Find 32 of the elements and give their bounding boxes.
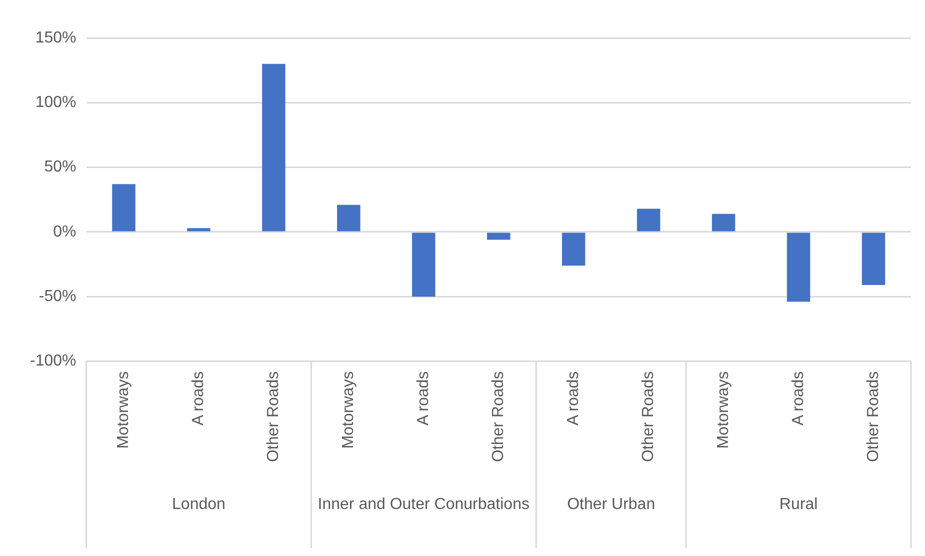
bar xyxy=(262,64,286,232)
x-tick-label: Other Roads xyxy=(864,371,882,462)
x-tick-label: A roads xyxy=(565,371,582,426)
bar xyxy=(636,208,660,232)
bar xyxy=(412,232,436,297)
y-tick-label: 100% xyxy=(35,94,76,112)
text: Other Urban xyxy=(566,495,656,516)
bar xyxy=(187,228,210,232)
x-tick-label: Motorways xyxy=(340,371,358,449)
bar xyxy=(786,232,810,302)
x-tick-label: A roads xyxy=(790,371,807,426)
x-tick-label: A roads xyxy=(415,371,432,426)
x-tick-label: Motorways xyxy=(115,371,132,449)
text: Inner and Outer Conurbations xyxy=(316,495,530,516)
text: Rural xyxy=(778,495,819,516)
y-tick-label: 50% xyxy=(44,158,76,176)
x-tick-label: Other Roads xyxy=(640,371,657,462)
bar xyxy=(712,214,736,232)
y-tick-label: 0% xyxy=(53,223,76,240)
bar xyxy=(487,232,510,240)
bar xyxy=(337,204,360,232)
x-tick-label: Other Roads xyxy=(265,371,282,462)
bar xyxy=(862,232,886,285)
x-tick-label: A roads xyxy=(190,371,208,426)
y-tick-label: -100% xyxy=(30,352,76,370)
y-tick-label: 150% xyxy=(35,29,76,46)
bar xyxy=(562,232,586,266)
y-tick-label: -50% xyxy=(38,288,76,306)
x-tick-label: Motorways xyxy=(714,371,732,449)
text: London xyxy=(171,495,226,516)
x-tick-label: Other Roads xyxy=(490,371,508,462)
bar xyxy=(112,184,136,232)
